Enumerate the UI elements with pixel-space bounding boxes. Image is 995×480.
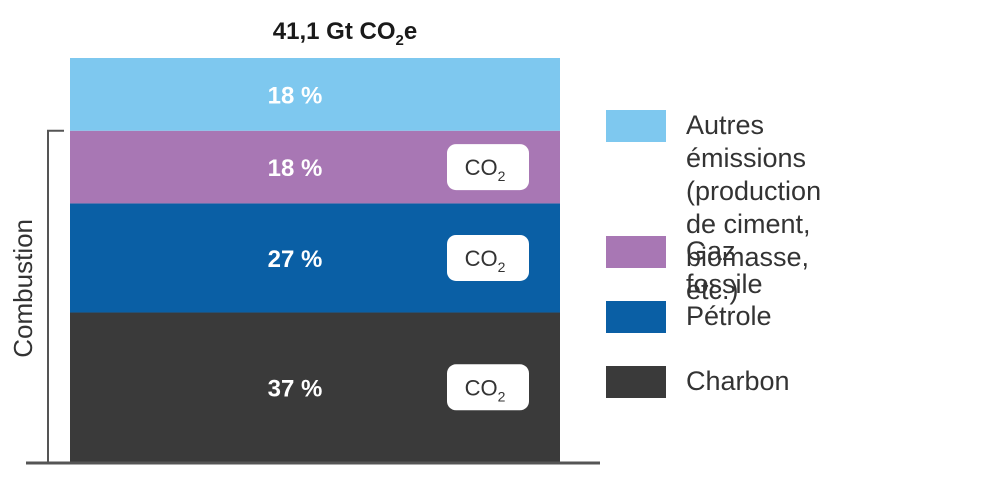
legend-label: Autres émissions (production de ciment, …	[686, 110, 822, 305]
legend-swatch	[606, 236, 666, 268]
combustion-bracket	[47, 129, 64, 462]
chart-title: 41,1 Gt CO2e	[272, 18, 418, 49]
legend-swatch	[606, 110, 666, 142]
co2-badge	[447, 364, 529, 411]
data-label-autres-missions: 18 %	[268, 82, 323, 109]
legend-label: Gaz fossile	[686, 236, 763, 299]
co2-badge	[447, 144, 529, 191]
co2-badge	[447, 234, 529, 281]
legend-label: Pétrole	[686, 301, 772, 331]
data-label-gaz-fossile: 18 %	[268, 155, 323, 182]
data-label-p-trole: 27 %	[268, 246, 323, 273]
data-label-charbon: 37 %	[268, 375, 323, 402]
legend-swatch	[606, 366, 666, 398]
legend-label: Charbon	[686, 366, 790, 396]
co2-badge-label: CO2	[465, 155, 506, 184]
bar-segment-autres-missions	[70, 58, 560, 131]
combustion-label: Combustion	[8, 219, 38, 358]
legend-swatch	[606, 301, 666, 333]
